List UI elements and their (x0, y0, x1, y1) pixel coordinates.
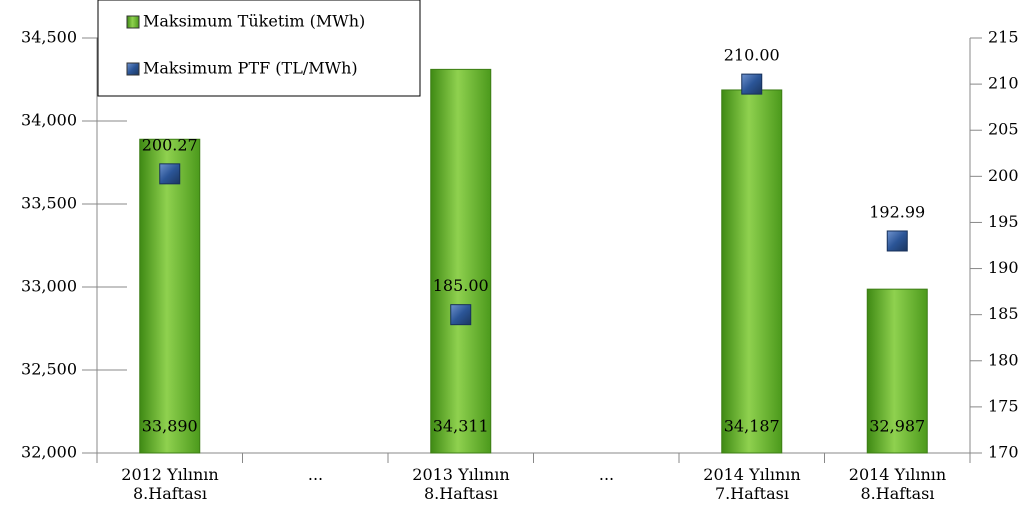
x-tick-label: 2014 Yılının 7.Haftası (703, 465, 801, 503)
data-label: 33,890 (142, 417, 198, 436)
x-tick-label: ... (598, 465, 615, 484)
bar (430, 68, 492, 454)
y2-tick-label: 210 (988, 74, 1019, 93)
x-tick-label: ... (307, 465, 324, 484)
data-label: 32,987 (869, 417, 925, 436)
bar (721, 89, 783, 454)
x-tick-label: 2014 Yılının 8.Haftası (848, 465, 947, 503)
y-tick-label: 32,000 (21, 443, 77, 462)
data-label: 34,187 (724, 417, 780, 436)
legend-swatch (126, 62, 140, 76)
y-tick-label: 33,000 (21, 277, 77, 296)
y-tick-label: 32,500 (21, 360, 77, 379)
y-tick-label: 33,500 (21, 194, 77, 213)
y2-tick-label: 185 (988, 304, 1019, 323)
data-label: 185.00 (433, 276, 489, 295)
y2-tick-label: 205 (988, 120, 1019, 139)
marker (886, 230, 908, 252)
x-tick-label: 2013 Yılının 8.Haftası (412, 465, 510, 503)
y-tick-label: 34,500 (21, 28, 77, 47)
y2-tick-label: 200 (988, 166, 1019, 185)
bar (866, 288, 928, 454)
legend-label: Maksimum PTF (TL/MWh) (143, 59, 358, 78)
marker (741, 73, 763, 95)
x-tick-label: 2012 Yılının 8.Haftası (121, 465, 219, 503)
y2-tick-label: 215 (988, 28, 1019, 47)
y2-tick-label: 175 (988, 396, 1019, 415)
marker (159, 163, 181, 185)
data-label: 192.99 (869, 202, 925, 221)
y-tick-label: 34,000 (21, 111, 77, 130)
data-label: 210.00 (724, 46, 780, 65)
y2-tick-label: 190 (988, 258, 1019, 277)
legend-label: Maksimum Tüketim (MWh) (143, 12, 365, 31)
bar (139, 138, 201, 454)
legend-box (97, 0, 421, 97)
y2-tick-label: 195 (988, 212, 1019, 231)
y2-tick-label: 170 (988, 443, 1019, 462)
marker (450, 304, 472, 326)
data-label: 34,311 (433, 417, 489, 436)
data-label: 200.27 (142, 135, 198, 154)
y2-tick-label: 180 (988, 350, 1019, 369)
legend-swatch (126, 15, 140, 29)
